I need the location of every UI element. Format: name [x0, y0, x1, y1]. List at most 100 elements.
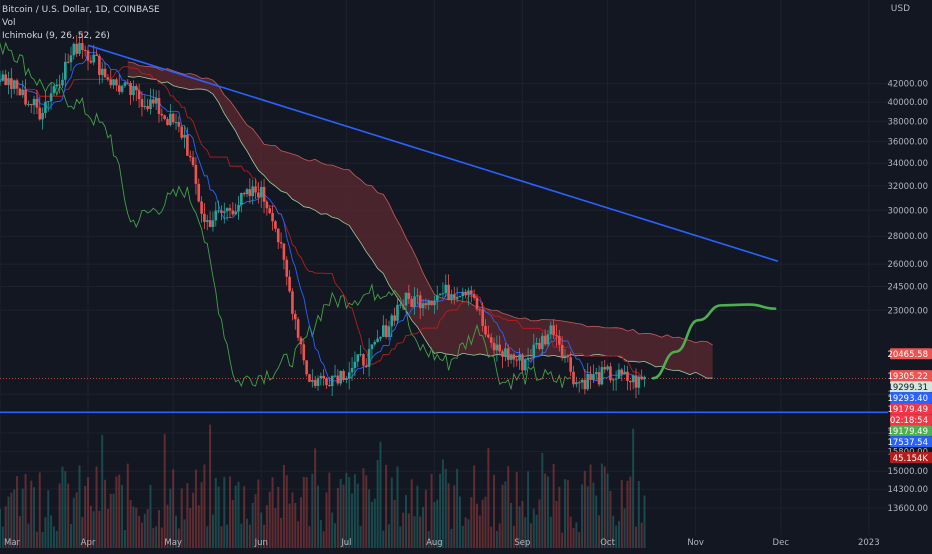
- volume-bar: [220, 526, 223, 548]
- volume-bar: [172, 469, 175, 548]
- symbol-title[interactable]: Bitcoin / U.S. Dollar, 1D, COINBASE: [2, 5, 160, 15]
- volume-bar: [152, 528, 155, 548]
- candle-body: [10, 78, 13, 89]
- volume-bar: [342, 484, 345, 548]
- candle-body: [44, 101, 47, 113]
- price-tick-label: 13600.00: [887, 504, 928, 514]
- candle-body: [345, 378, 348, 381]
- candle-body: [509, 354, 513, 360]
- candle-body: [134, 86, 138, 91]
- candle-body: [274, 221, 277, 229]
- candle-body: [455, 296, 459, 299]
- candle-body: [481, 309, 484, 326]
- volume-bar: [10, 492, 13, 548]
- volume-bar: [24, 474, 27, 548]
- candle-body: [396, 304, 399, 321]
- candle-body: [95, 54, 98, 56]
- price-tick-label: 23000.00: [887, 306, 928, 316]
- ichimoku-indicator-label[interactable]: Ichimoku (9, 26, 52, 26): [2, 31, 110, 41]
- volume-bar: [444, 468, 447, 548]
- volume-bar: [362, 468, 365, 548]
- volume-bar: [44, 517, 47, 548]
- volume-bar: [586, 486, 589, 548]
- candle-body: [308, 374, 311, 382]
- candle-body: [521, 354, 524, 371]
- candle-body: [603, 367, 607, 370]
- candle-body: [146, 106, 149, 110]
- candle-body: [626, 371, 629, 381]
- volume-bar: [47, 490, 50, 548]
- candle-body: [32, 98, 36, 106]
- candle-body: [191, 157, 195, 165]
- volume-bar: [217, 486, 220, 548]
- candle-body: [15, 80, 19, 89]
- price-tick-label: 40000.00: [887, 98, 928, 108]
- volume-bar: [583, 470, 586, 548]
- volume-bar: [336, 488, 339, 548]
- volume-bar: [578, 532, 581, 548]
- volume-bar: [27, 523, 30, 548]
- price-tick-label: 28000.00: [887, 232, 928, 242]
- volume-bar: [626, 480, 629, 548]
- candle-body: [313, 380, 317, 386]
- candle-body: [154, 98, 158, 104]
- candle-body: [152, 99, 155, 104]
- candle-body: [328, 385, 331, 387]
- volume-bar: [38, 472, 41, 548]
- candle-body: [643, 376, 646, 380]
- time-tick-label: Nov: [687, 538, 704, 548]
- candle-body: [123, 82, 127, 86]
- volume-bar: [402, 512, 405, 548]
- candle-body: [532, 344, 536, 359]
- volume-bar: [379, 441, 382, 548]
- volume-bar: [447, 483, 450, 548]
- candle-body: [523, 359, 527, 371]
- volume-bar: [58, 483, 61, 548]
- volume-bar: [226, 524, 229, 548]
- volume-bar: [271, 477, 274, 548]
- time-tick-label: Aug: [426, 538, 443, 548]
- candle-body: [106, 77, 110, 80]
- volume-bar: [527, 471, 530, 548]
- volume-bar: [118, 474, 121, 548]
- candle-body: [433, 300, 436, 306]
- candle-body: [592, 374, 595, 380]
- candle-body: [350, 368, 354, 373]
- candle-body: [322, 375, 325, 379]
- volume-bar: [13, 489, 16, 548]
- axis-price-tag: [890, 403, 932, 415]
- candle-body: [208, 220, 212, 227]
- volume-bar: [552, 463, 555, 548]
- volume-bar: [132, 506, 135, 548]
- time-tick-label: Mar: [4, 538, 21, 548]
- volume-bar: [282, 464, 285, 548]
- volume-bar: [316, 485, 319, 548]
- candle-body: [609, 366, 612, 381]
- volume-bar: [555, 500, 558, 548]
- candle-body: [265, 201, 269, 209]
- volume-bar: [89, 505, 92, 548]
- volume-bar: [504, 481, 507, 548]
- cloud-span-a: [127, 61, 713, 346]
- volume-bar: [566, 479, 569, 548]
- candle-body: [282, 243, 286, 260]
- candle-body: [257, 192, 260, 198]
- candle-body: [467, 290, 470, 296]
- volume-bar: [430, 473, 433, 548]
- volume-indicator-label[interactable]: Vol: [2, 18, 16, 28]
- candle-body: [586, 373, 590, 390]
- candle-body: [504, 348, 507, 357]
- volume-bar: [75, 492, 78, 548]
- volume-bar: [18, 516, 21, 548]
- volume-bar: [288, 503, 291, 548]
- volume-bar: [441, 459, 444, 548]
- candle-body: [177, 122, 181, 127]
- candle-body: [248, 189, 252, 197]
- volume-bar: [135, 507, 138, 548]
- candle-body: [552, 325, 555, 336]
- volume-bar: [149, 484, 152, 548]
- candle-body: [61, 79, 64, 86]
